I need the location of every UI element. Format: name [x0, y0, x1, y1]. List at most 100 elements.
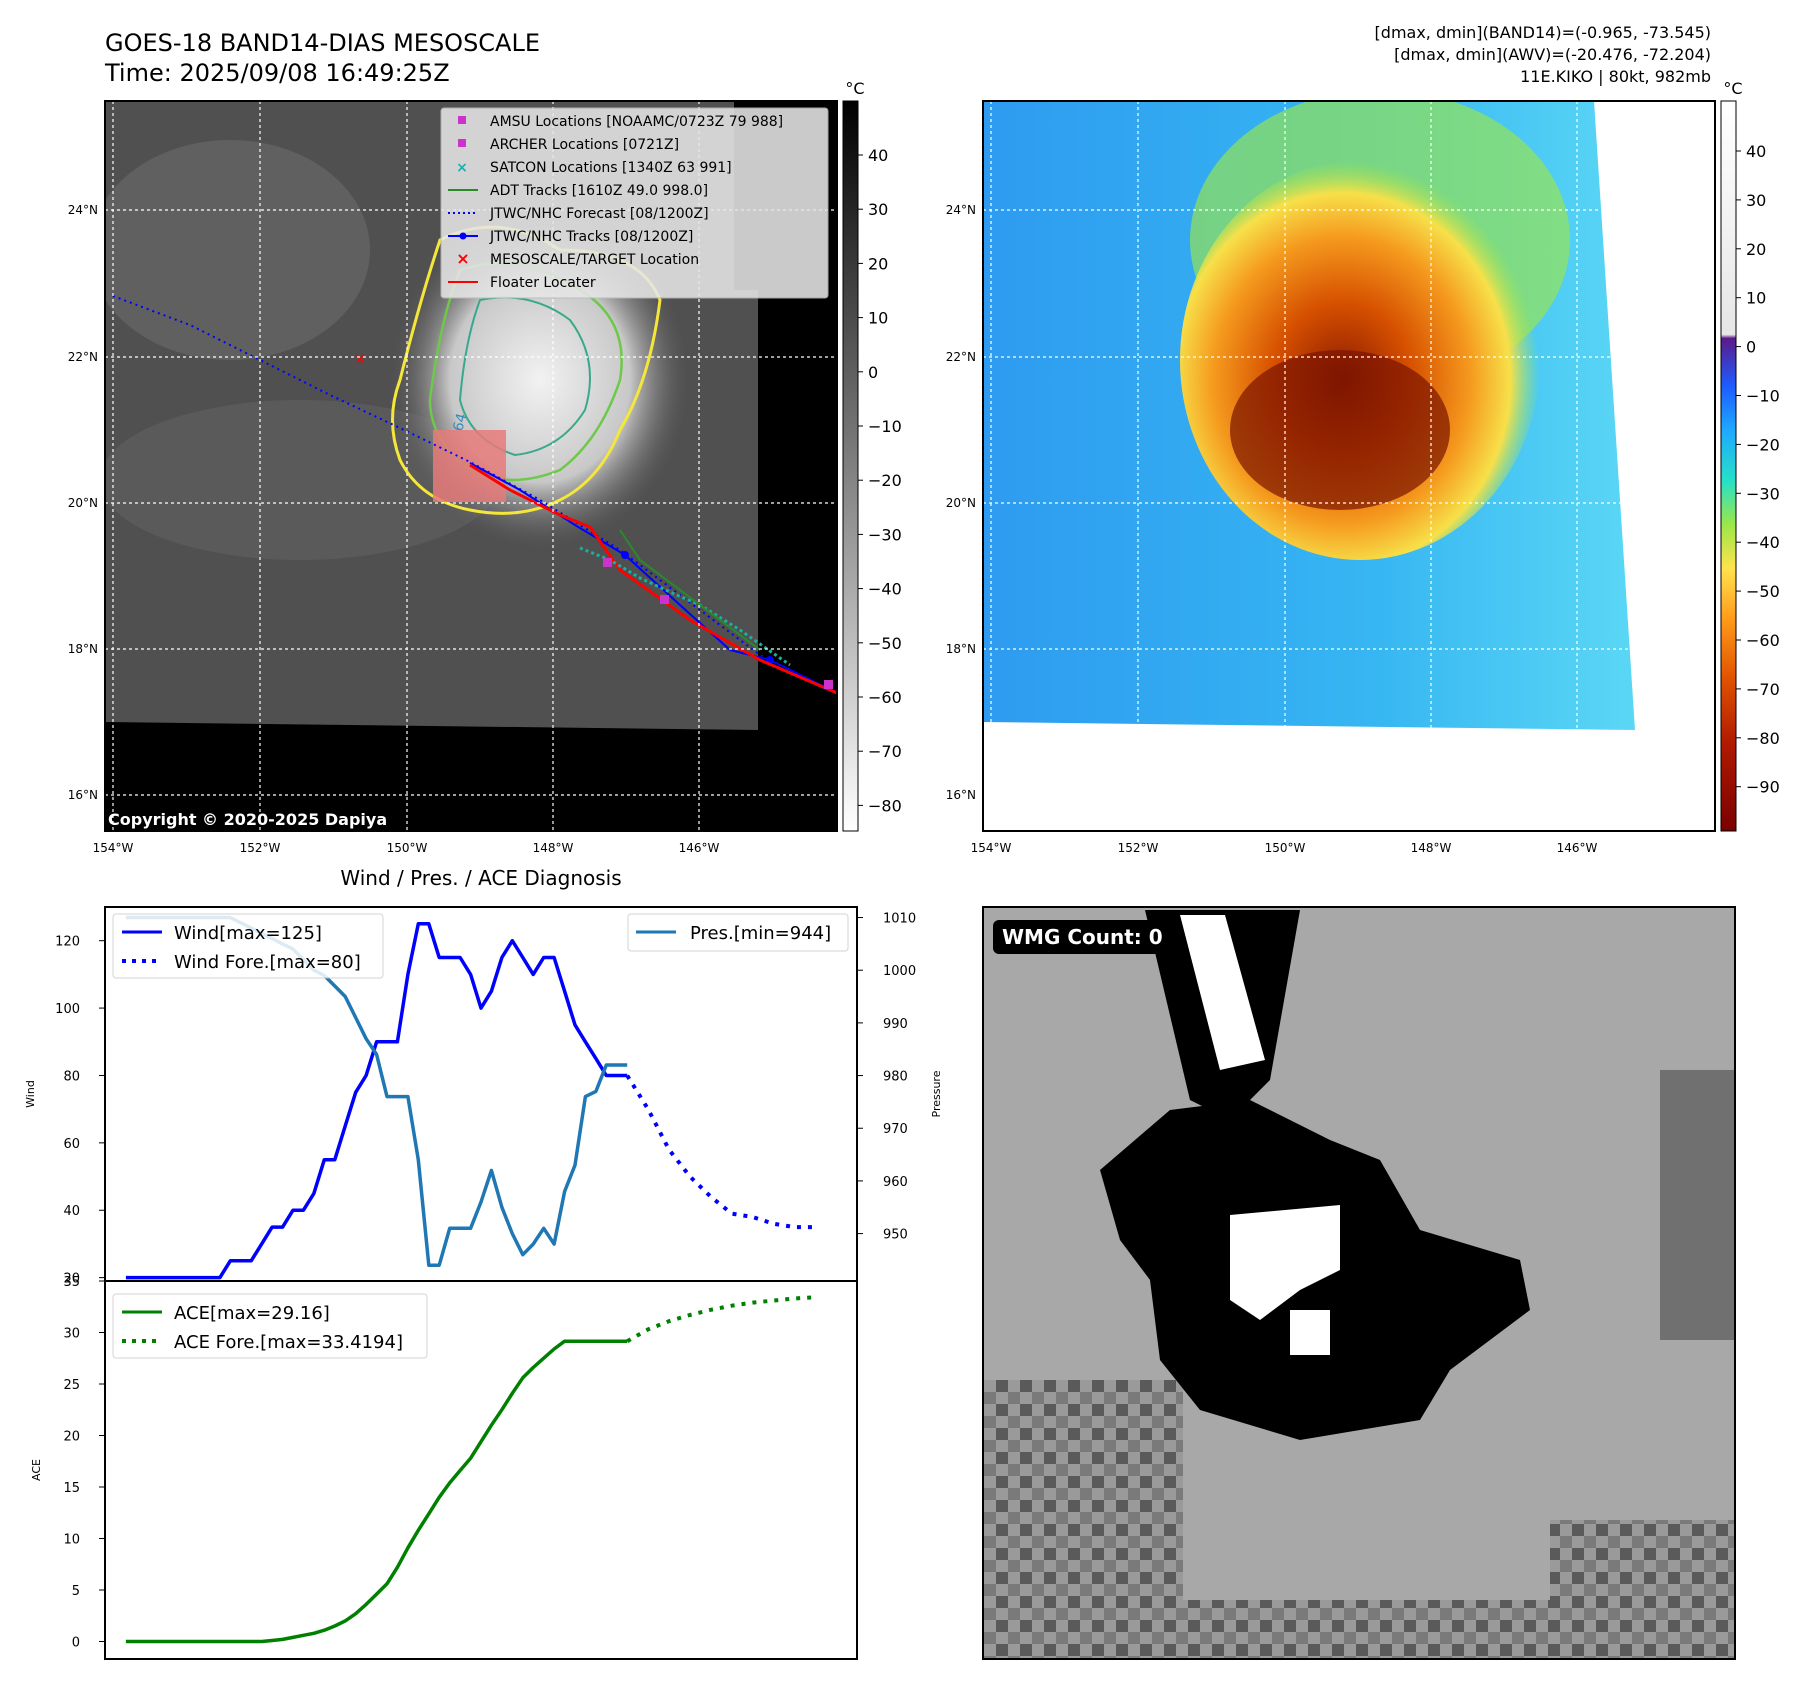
lon-label: 150°W — [1265, 841, 1306, 855]
lat-label: 24°N — [68, 203, 98, 217]
wmg-frame — [982, 906, 1736, 1660]
figure-title: GOES-18 BAND14-DIAS MESOSCALE — [105, 29, 540, 57]
wind-pressure-chart: 20 40 60 80 100 120 950 960 970 980 990 1000 1010 W… — [24, 906, 943, 1287]
legend-swatch-tracks-dot — [459, 232, 467, 240]
colorbar-gray — [842, 100, 859, 832]
legend-swatch-satcon: × — [456, 160, 468, 176]
ir-colorbar-tick-label: −30 — [868, 525, 902, 544]
ir-colorbar-tick-label: −60 — [868, 688, 902, 707]
legend-label: SATCON Locations [1340Z 63 991] — [490, 160, 732, 176]
diagnosis-title: Wind / Pres. / ACE Diagnosis — [340, 866, 621, 890]
wind-legend-box — [112, 913, 384, 979]
ace-ytick-label: 30 — [63, 1326, 80, 1341]
color-colorbar-tick-label: −50 — [1746, 582, 1780, 601]
lon-label: 150°W — [387, 841, 428, 855]
wmg-gray-tile-region — [983, 1600, 1735, 1659]
ir-colorbar-tick-label: −50 — [868, 634, 902, 653]
ace-legend: ACE[max=29.16] ACE Fore.[max=33.4194] — [112, 1293, 428, 1359]
pressure-ylabel: Pressure — [930, 1070, 943, 1117]
jtwc-track-point — [621, 551, 629, 559]
ir-map-panel: 64 54 × — [68, 100, 838, 855]
lat-label: 20°N — [68, 496, 98, 510]
legend-label: JTWC/NHC Forecast [08/1200Z] — [489, 206, 709, 222]
legend-label: AMSU Locations [NOAAMC/0723Z 79 988] — [490, 114, 783, 130]
ace-series-line — [125, 1339, 628, 1644]
contour-label-64: 64 — [450, 412, 470, 433]
color-colorbar-tick-label: −70 — [1746, 680, 1780, 699]
wmg-panel: WMG Count: 0 — [982, 906, 1736, 1660]
wind-legend: Wind[max=125] Wind Fore.[max=80] — [112, 913, 384, 979]
color-colorbar-tick-label: −20 — [1746, 435, 1780, 454]
wind-ytick-label: 80 — [63, 1069, 80, 1084]
legend-label-wind: Wind[max=125] — [174, 923, 322, 944]
wind-series-line — [125, 922, 628, 1280]
wind-ytick-label: 120 — [55, 935, 80, 950]
lon-label: 146°W — [679, 841, 720, 855]
ir-colorbar-tick-label: 0 — [868, 363, 878, 382]
pressure-ytick-label: 1010 — [883, 912, 916, 927]
lat-label: 22°N — [946, 350, 976, 364]
legend-swatch-target: × — [456, 249, 469, 268]
ir-colorbar-tick-label: 20 — [868, 254, 888, 273]
ace-ytick-label: 5 — [72, 1584, 80, 1599]
ir-colorbar-tick-label: 10 — [868, 309, 888, 328]
wind-ytick-label: 20 — [63, 1272, 80, 1287]
ace-chart: 0 5 10 15 20 25 30 35 ACE ACE[max=29.16] ACE Fo… — [30, 1275, 858, 1660]
adt-track — [619, 529, 761, 651]
amsu-location — [824, 680, 833, 689]
lat-label: 18°N — [68, 642, 98, 656]
stats-awv: [dmax, dmin](AWV)=(-20.476, -72.204) — [1394, 45, 1711, 64]
legend-label: JTWC/NHC Tracks [08/1200Z] — [489, 229, 693, 245]
legend-box — [440, 107, 829, 299]
map-legend: AMSU Locations [NOAAMC/0723Z 79 988] ARC… — [440, 107, 829, 299]
ace-ytick-label: 10 — [63, 1532, 80, 1547]
color-map-panel: 24°N 22°N 20°N 18°N 16°N 154°W 152°W 150… — [946, 100, 1716, 855]
lat-label: 20°N — [946, 496, 976, 510]
lon-label: 154°W — [971, 841, 1012, 855]
ace-ytick-label: 35 — [63, 1275, 80, 1290]
pressure-legend: Pres.[min=944] — [627, 913, 849, 952]
color-colorbar-tick-label: −40 — [1746, 533, 1780, 552]
ir-colorbar-tick-label: −40 — [868, 580, 902, 599]
wmg-gray-tile-region — [1660, 1070, 1735, 1340]
wmg-white-region — [1180, 915, 1265, 1070]
pressure-ytick-label: 990 — [883, 1017, 908, 1032]
wmg-white-region — [1230, 1205, 1340, 1320]
stats-band14: [dmax, dmin](BAND14)=(-0.965, -73.545) — [1375, 23, 1711, 42]
wind-ytick-label: 40 — [63, 1204, 80, 1219]
pressure-ytick-label: 970 — [883, 1122, 908, 1137]
wind-ylabel: Wind — [24, 1080, 37, 1108]
legend-swatch-amsu — [458, 116, 466, 124]
pressure-ytick-label: 960 — [883, 1175, 908, 1190]
legend-label-ace-forecast: ACE Fore.[max=33.4194] — [174, 1332, 403, 1353]
lon-label: 148°W — [533, 841, 574, 855]
ir-colorbar-tick-label: 30 — [868, 200, 888, 219]
ace-ytick-label: 25 — [63, 1378, 80, 1393]
ir-contour-teal — [458, 296, 591, 457]
color-colorbar-tick-label: −30 — [1746, 484, 1780, 503]
color-colorbar-tick-label: −10 — [1746, 387, 1780, 406]
ir-colorbar-tick-label: −10 — [868, 417, 902, 436]
color-colorbar-tick-label: 40 — [1746, 142, 1766, 161]
wmg-count-label: WMG Count: 0 — [1002, 925, 1163, 949]
lon-label: 152°W — [1118, 841, 1159, 855]
lat-label: 24°N — [946, 203, 976, 217]
lat-label: 16°N — [68, 788, 98, 802]
ir-colorbar-tick-label: −20 — [868, 471, 902, 490]
wmg-white-region — [1290, 1310, 1330, 1355]
ir-map-frame — [104, 100, 838, 832]
lat-label: 16°N — [946, 788, 976, 802]
color-colorbar-tick-label: 10 — [1746, 289, 1766, 308]
lat-label: 18°N — [946, 642, 976, 656]
lat-label: 22°N — [68, 350, 98, 364]
colorbar-unit: °C — [1723, 79, 1742, 98]
lon-label: 146°W — [1557, 841, 1598, 855]
ace-ylabel: ACE — [30, 1459, 43, 1481]
lon-label: 154°W — [93, 841, 134, 855]
floater-locater-track — [469, 463, 837, 695]
legend-label: MESOSCALE/TARGET Location — [490, 252, 699, 268]
color-colorbar-tick-label: 0 — [1746, 338, 1756, 357]
legend-label: ADT Tracks [1610Z 49.0 998.0] — [490, 183, 708, 199]
color-storm-eye-region — [1230, 350, 1450, 510]
